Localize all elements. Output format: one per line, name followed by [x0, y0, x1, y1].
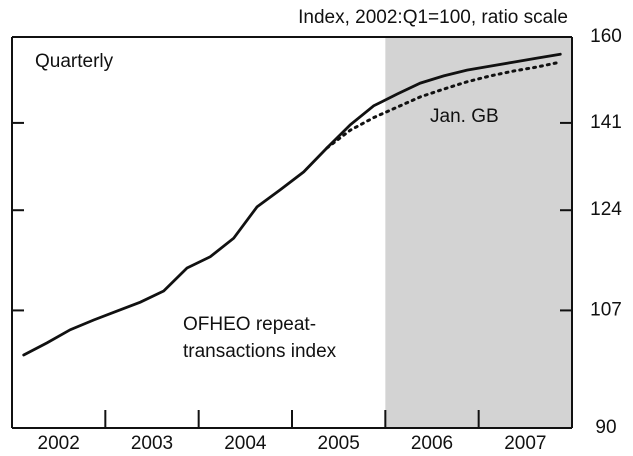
axis-title: Index, 2002:Q1=100, ratio scale	[298, 7, 568, 28]
x-tick-label: 2002	[38, 433, 80, 454]
annotation: Quarterly	[35, 51, 114, 72]
series-line	[22, 52, 562, 357]
x-tick-label: 2006	[411, 433, 453, 454]
y-tick-label: 107	[590, 299, 622, 320]
y-tick-label: 141	[590, 112, 622, 133]
x-tick-label: 2007	[504, 433, 546, 454]
shaded-region	[385, 37, 572, 428]
x-tick-label: 2005	[318, 433, 360, 454]
y-tick-label: 124	[590, 199, 622, 220]
x-tick-label: 2003	[131, 433, 173, 454]
x-tick-label: 2004	[224, 433, 267, 454]
y-tick-label: 90	[595, 417, 616, 438]
series-label: Jan. GB	[430, 106, 499, 127]
y-tick-label: 160	[590, 26, 622, 47]
series-label: OFHEO repeat-	[183, 314, 316, 335]
series-line	[325, 60, 562, 150]
series-label: transactions index	[183, 341, 337, 362]
